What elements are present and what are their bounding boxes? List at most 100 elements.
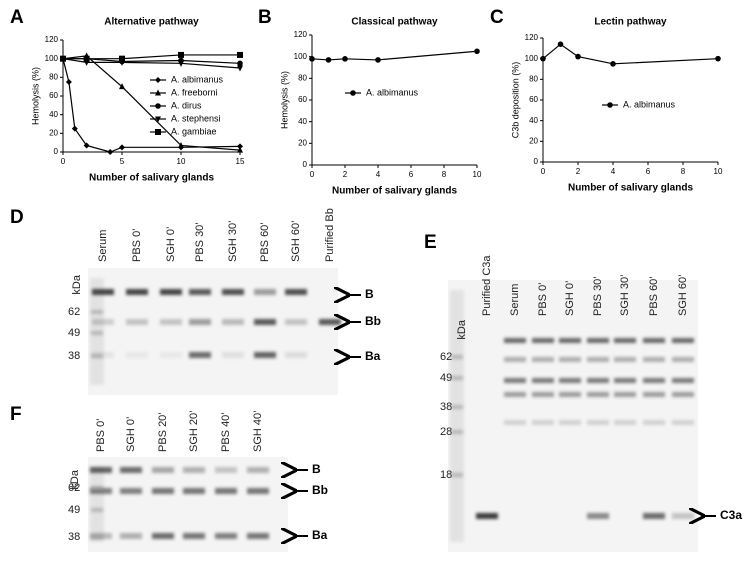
gel-band [587,392,609,397]
gel-band [254,319,276,325]
gel-image [88,268,338,395]
marker [83,142,90,149]
gel-band [120,488,142,494]
marker-label: 38 [68,350,80,362]
x-tick-label: 4 [611,167,616,176]
x-tick-label: 10 [473,170,482,179]
lane-label: SGH 40’ [252,410,264,452]
y-tick-label: 20 [49,128,58,137]
series-line [311,50,478,61]
lane-label: SGH 0’ [564,281,576,316]
lane-label: Purified Bb [324,208,336,262]
legend-label: A. stephensi [171,113,221,123]
band-label: B [312,462,321,476]
gel-band [90,488,112,494]
y-tick-label: 100 [294,52,308,61]
marker [178,51,184,58]
gel-band [672,378,694,383]
marker [474,48,480,55]
panel-label: C [490,7,504,28]
band-label: Bb [365,314,381,328]
y-tick-label: 80 [49,72,58,81]
series-line [62,58,241,153]
gel-band [126,352,148,358]
gel-band [92,319,114,325]
lane-label: Serum [97,230,109,262]
y-tick-label: 100 [45,54,59,63]
gel-band [285,319,307,325]
x-tick-label: 8 [681,167,686,176]
unit-label: kDa [71,274,83,294]
gel-band [614,357,636,362]
lane-label: SGH 30’ [619,274,631,316]
gel-band [160,352,182,358]
gel-band [559,392,581,397]
marker [715,55,721,62]
marker [155,103,161,109]
lane-label: PBS 30’ [194,222,206,262]
panel-label: E [424,232,437,253]
marker [119,144,125,151]
gel-image [448,280,698,552]
y-tick-label: 60 [298,95,307,104]
gel-band [643,392,665,397]
gel-band [614,378,636,383]
marker [119,55,125,62]
marker [155,77,161,83]
gel-band [319,319,341,325]
gel-band [126,289,148,295]
y-tick-label: 20 [529,136,538,145]
x-axis-label: Number of salivary glands [89,173,214,184]
marker [178,141,184,148]
marker [178,60,184,67]
marker [607,102,613,108]
y-tick-label: 120 [525,33,539,42]
marker-label: 49 [440,372,452,384]
legend-label: A. freeborni [171,87,218,97]
lane-label: SGH 60’ [677,274,689,316]
y-tick-label: 60 [49,91,58,100]
gel-band [559,338,581,343]
legend-label: A. gambiae [171,126,217,136]
y-tick-label: 80 [529,74,538,83]
gel-band [189,289,211,295]
lane-label: PBS 0’ [95,418,107,452]
marker [237,65,243,72]
unit-label: kDa [456,319,468,339]
gel-band [587,420,609,425]
x-tick-label: 2 [576,167,581,176]
x-tick-label: 6 [646,167,651,176]
lane-label: PBS 30’ [592,276,604,316]
panel-label: A [10,7,24,28]
gel-band [90,467,112,473]
y-tick-label: 0 [54,147,59,156]
marker-band [91,310,103,314]
y-tick-label: 120 [45,35,59,44]
y-axis-label: Hemolysis (%) [279,71,289,129]
gel-band [643,357,665,362]
x-tick-label: 10 [714,167,723,176]
chart-title: Alternative pathway [104,17,199,28]
gel-band [672,338,694,343]
band-label: B [365,287,374,301]
gel-band [559,420,581,425]
x-axis-label: Number of salivary glands [568,183,693,194]
lane-label: PBS 0’ [537,282,549,316]
x-tick-label: 4 [376,170,381,179]
gel-band [152,488,174,494]
gel-band [532,338,554,343]
gel-band [92,289,114,295]
y-tick-label: 40 [529,116,538,125]
panel-label: D [10,207,24,228]
lane-label: SGH 0’ [125,417,137,452]
gel-band [504,378,526,383]
marker-band [451,376,463,380]
gel-band [120,533,142,539]
gel-band [215,533,237,539]
panel-label: B [258,7,272,28]
gel-band [183,467,205,473]
marker [237,146,243,153]
legend-label: A. dirus [171,100,202,110]
marker-label: 38 [440,401,452,413]
gel-band [215,467,237,473]
